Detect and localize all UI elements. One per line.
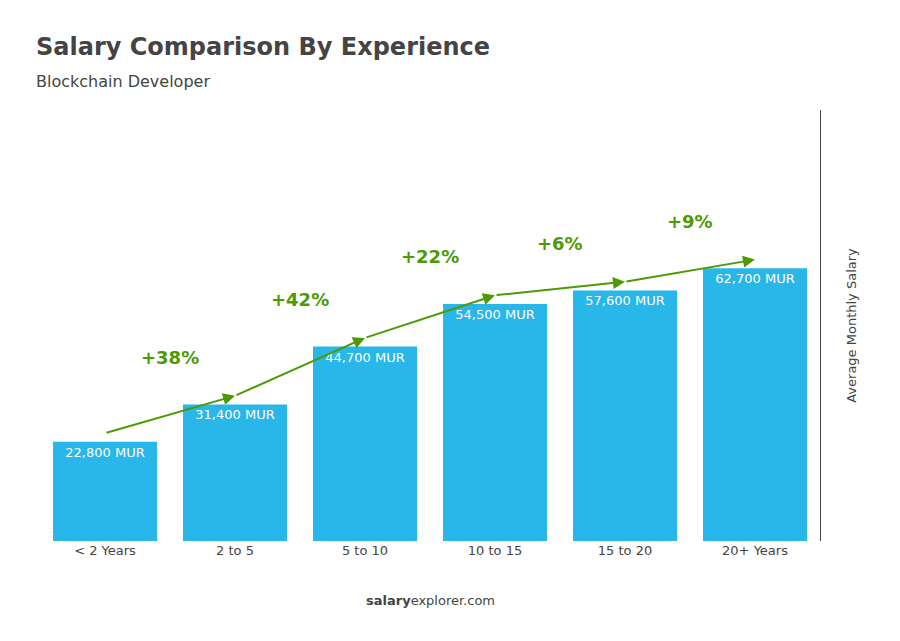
svg-text:Average Monthly Salary: Average Monthly Salary <box>844 248 859 403</box>
svg-text:< 2 Years: < 2 Years <box>74 543 136 558</box>
svg-text:salaryexplorer.com: salaryexplorer.com <box>366 593 495 608</box>
svg-text:+42%: +42% <box>271 289 329 310</box>
svg-text:5 to 10: 5 to 10 <box>342 543 388 558</box>
svg-text:22,800 MUR: 22,800 MUR <box>65 445 144 460</box>
svg-text:44,700 MUR: 44,700 MUR <box>325 350 404 365</box>
svg-text:54,500 MUR: 54,500 MUR <box>455 307 534 322</box>
svg-text:+38%: +38% <box>141 347 199 368</box>
svg-text:Blockchain Developer: Blockchain Developer <box>36 72 210 91</box>
svg-text:+6%: +6% <box>537 233 583 254</box>
svg-text:20+ Years: 20+ Years <box>722 543 788 558</box>
svg-text:+22%: +22% <box>401 246 459 267</box>
svg-text:Salary Comparison By Experienc: Salary Comparison By Experience <box>36 33 490 61</box>
svg-text:15 to 20: 15 to 20 <box>598 543 652 558</box>
svg-text:2 to 5: 2 to 5 <box>216 543 254 558</box>
svg-text:10 to 15: 10 to 15 <box>468 543 522 558</box>
svg-text:62,700 MUR: 62,700 MUR <box>715 271 794 286</box>
svg-text:31,400 MUR: 31,400 MUR <box>195 407 274 422</box>
svg-text:+9%: +9% <box>667 211 713 232</box>
svg-text:57,600 MUR: 57,600 MUR <box>585 293 664 308</box>
